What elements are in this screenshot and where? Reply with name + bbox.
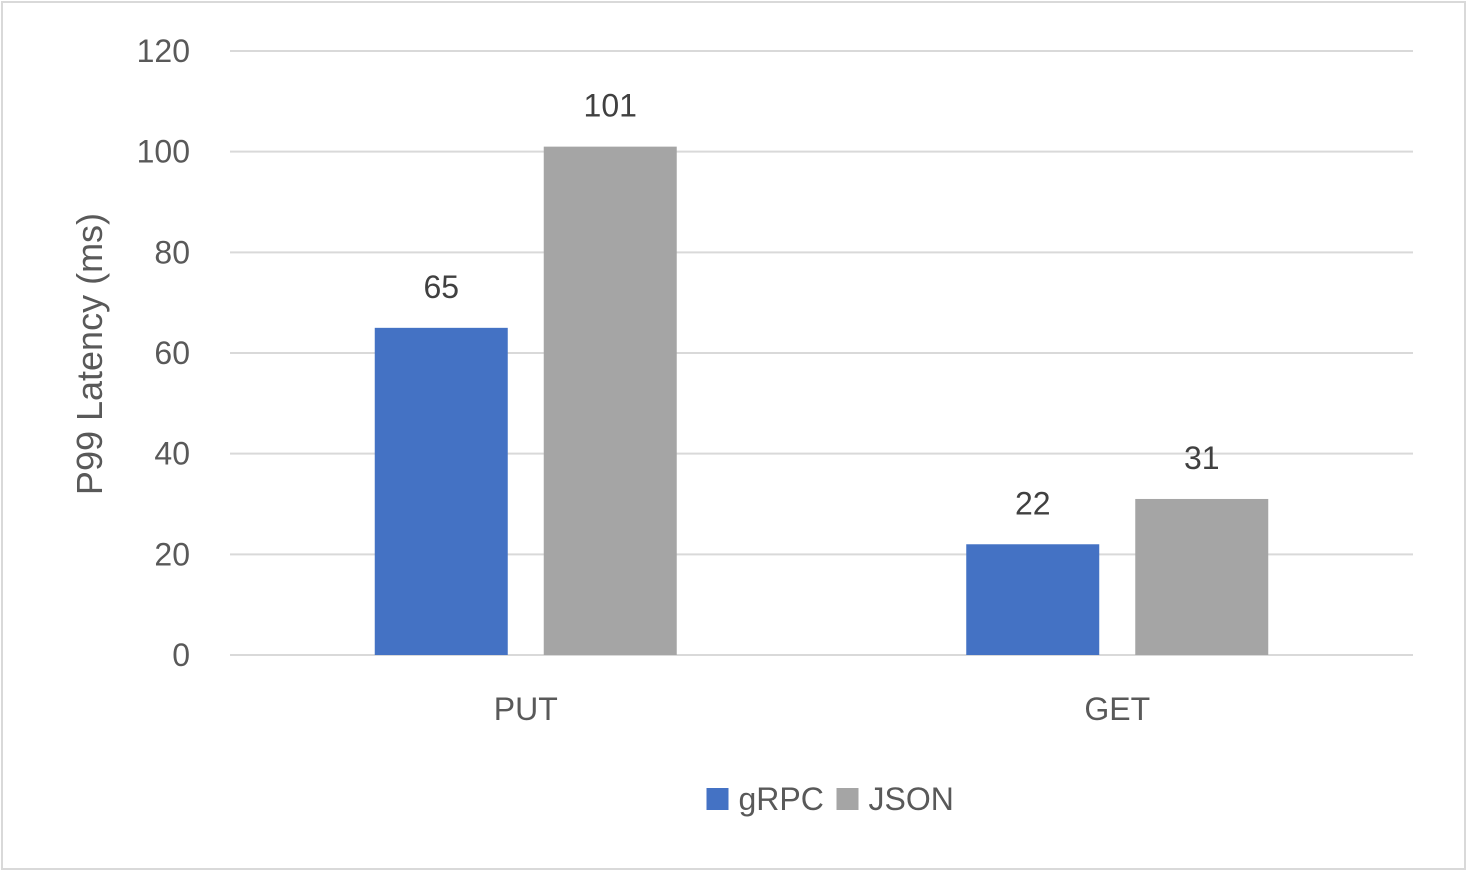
data-label-json-put: 101 [584, 88, 637, 124]
data-label-grpc-put: 65 [423, 269, 459, 305]
legend-swatch-grpc [706, 788, 729, 810]
x-tick-label-get: GET [1084, 691, 1150, 727]
bar-json-get [1135, 498, 1269, 655]
bars [374, 146, 1269, 655]
y-tick-label-0: 0 [172, 637, 190, 673]
legend-label-grpc: gRPC [739, 781, 824, 817]
y-axis-ticks: 0 20 40 60 80 100 120 [137, 33, 190, 673]
data-label-grpc-get: 22 [1015, 485, 1051, 521]
legend-label-json: JSON [869, 781, 954, 817]
y-tick-label-100: 100 [137, 134, 190, 170]
bar-grpc-put [374, 327, 508, 655]
x-axis-ticks: PUT GET [494, 691, 1150, 727]
y-tick-label-20: 20 [154, 536, 190, 572]
bar-json-put [543, 146, 677, 655]
y-tick-label-60: 60 [154, 335, 190, 371]
y-tick-label-120: 120 [137, 33, 190, 69]
legend: gRPC JSON [706, 781, 954, 817]
y-tick-label-40: 40 [154, 436, 190, 472]
data-label-json-get: 31 [1184, 440, 1220, 476]
data-labels: 65 101 22 31 [423, 88, 1219, 522]
y-tick-label-80: 80 [154, 234, 190, 270]
x-tick-label-put: PUT [494, 691, 558, 727]
legend-swatch-json [836, 788, 859, 810]
bar-grpc-get [966, 544, 1100, 655]
y-axis-title: P99 Latency (ms) [69, 213, 110, 495]
